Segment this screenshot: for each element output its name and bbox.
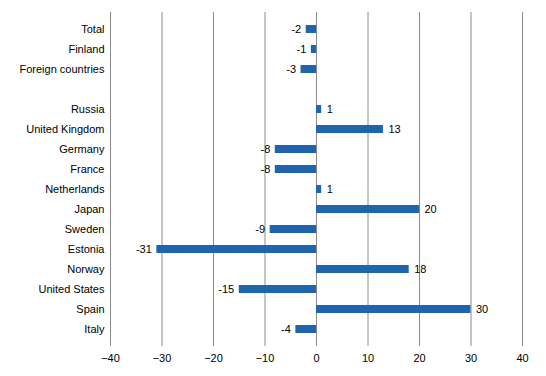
svg-text:18: 18 — [414, 263, 426, 275]
svg-text:-3: -3 — [286, 63, 296, 75]
svg-text:Total: Total — [81, 23, 104, 35]
svg-text:−20: −20 — [204, 352, 223, 364]
svg-text:1: 1 — [327, 103, 333, 115]
svg-text:40: 40 — [516, 352, 528, 364]
svg-text:1: 1 — [327, 183, 333, 195]
svg-text:Finland: Finland — [68, 43, 104, 55]
svg-text:20: 20 — [413, 352, 425, 364]
svg-text:France: France — [70, 163, 104, 175]
svg-text:Estonia: Estonia — [68, 243, 106, 255]
svg-text:−40: −40 — [101, 352, 120, 364]
svg-text:−10: −10 — [256, 352, 275, 364]
svg-text:Norway: Norway — [67, 263, 105, 275]
svg-text:30: 30 — [465, 352, 477, 364]
svg-text:Russia: Russia — [71, 103, 106, 115]
svg-text:10: 10 — [362, 352, 374, 364]
svg-text:Netherlands: Netherlands — [45, 183, 105, 195]
svg-text:United Kingdom: United Kingdom — [26, 123, 104, 135]
svg-text:-9: -9 — [255, 223, 265, 235]
svg-text:Italy: Italy — [84, 323, 105, 335]
svg-text:-8: -8 — [261, 143, 271, 155]
svg-text:Spain: Spain — [76, 303, 104, 315]
svg-text:20: 20 — [425, 203, 437, 215]
svg-text:United States: United States — [38, 283, 105, 295]
svg-text:0: 0 — [313, 352, 319, 364]
svg-text:Foreign countries: Foreign countries — [20, 63, 105, 75]
svg-text:-8: -8 — [261, 163, 271, 175]
svg-text:-4: -4 — [281, 323, 291, 335]
svg-text:30: 30 — [476, 303, 488, 315]
svg-text:−30: −30 — [153, 352, 172, 364]
svg-text:-2: -2 — [291, 23, 301, 35]
svg-text:-15: -15 — [218, 283, 234, 295]
svg-text:13: 13 — [388, 123, 400, 135]
svg-text:Germany: Germany — [59, 143, 105, 155]
svg-text:Sweden: Sweden — [65, 223, 105, 235]
svg-text:-31: -31 — [136, 243, 152, 255]
svg-text:-1: -1 — [297, 43, 307, 55]
svg-text:Japan: Japan — [75, 203, 105, 215]
